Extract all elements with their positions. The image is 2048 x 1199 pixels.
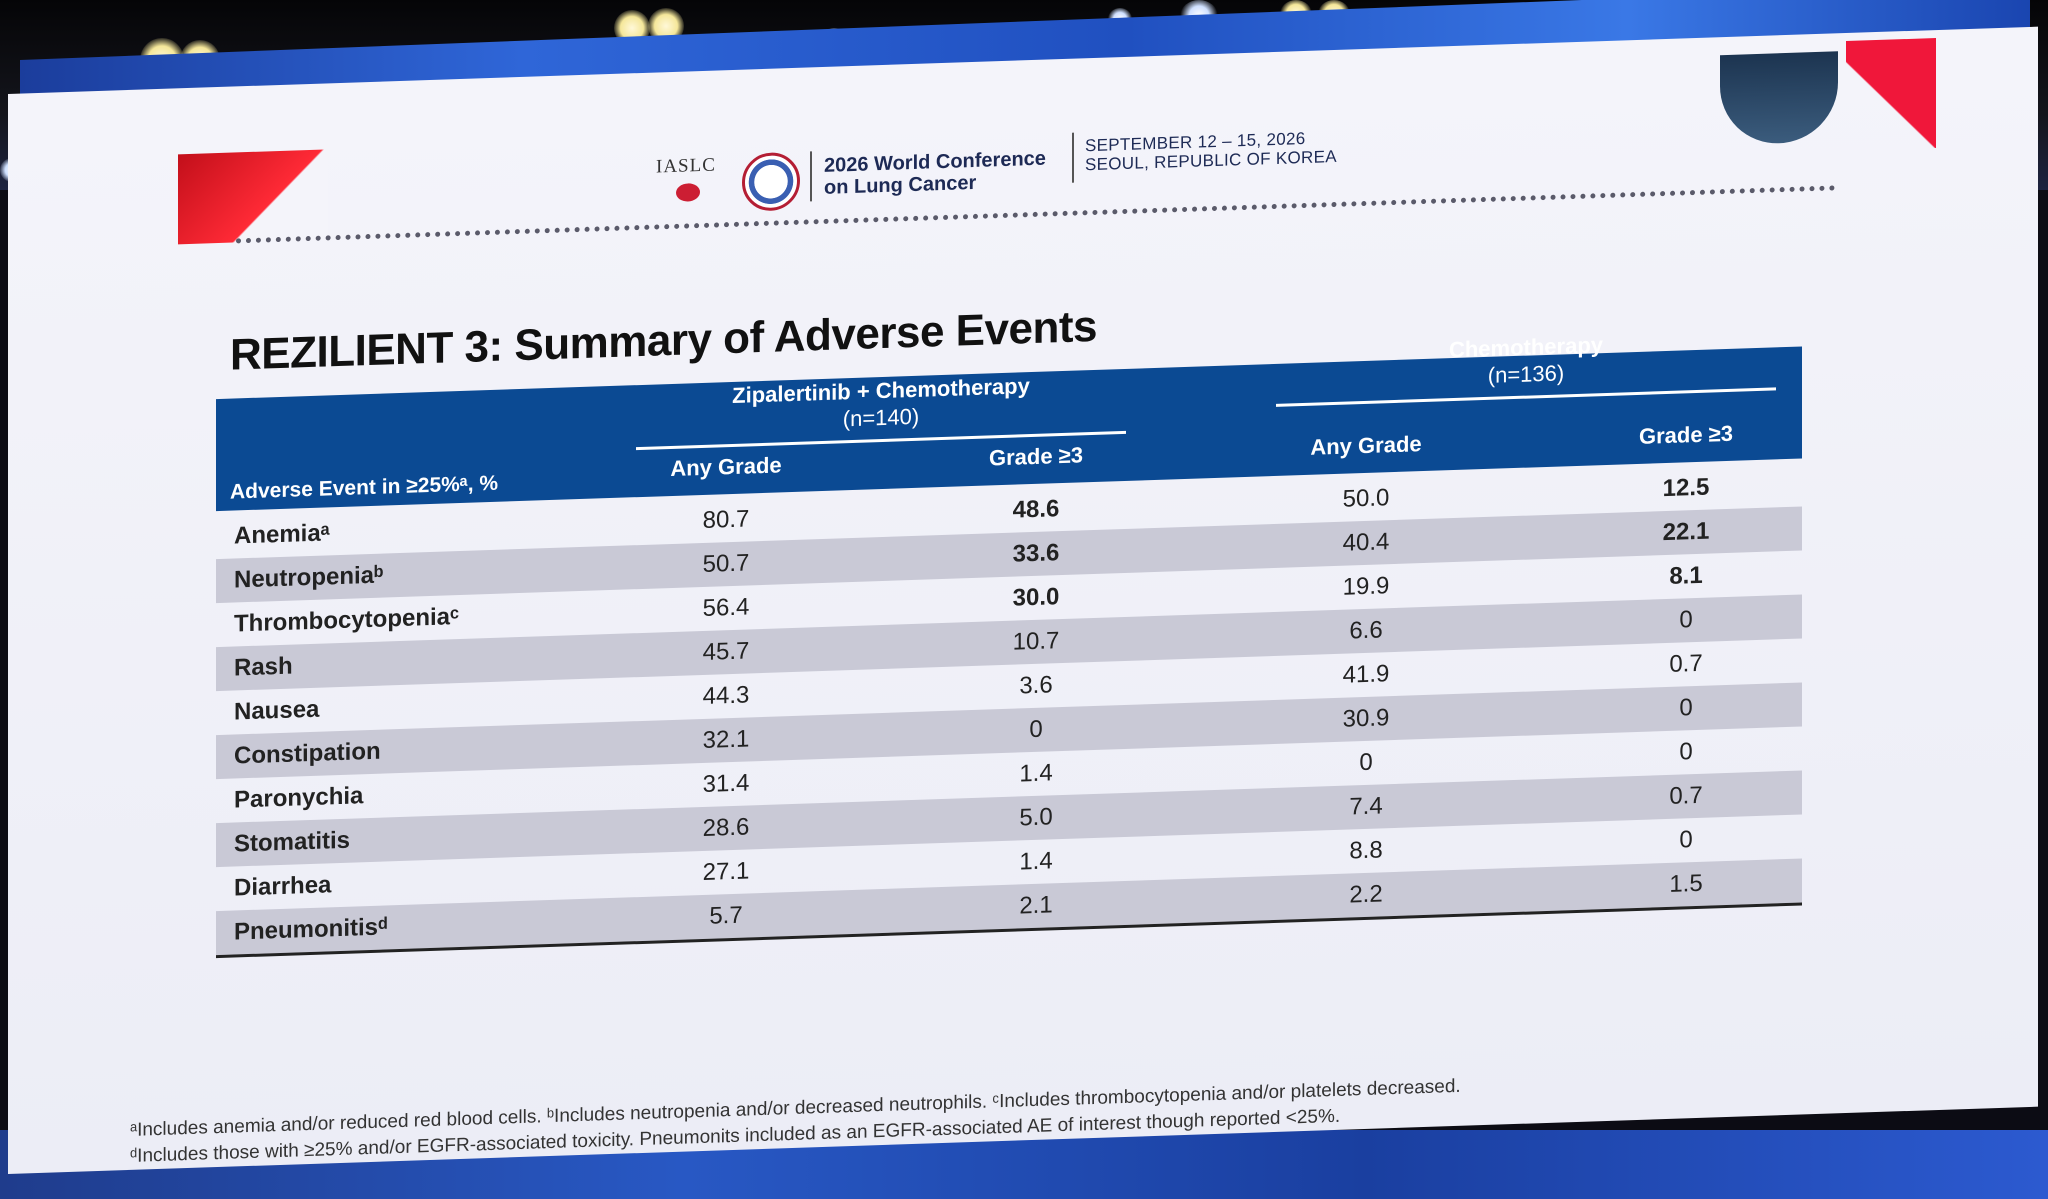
iaslc-logo-text: IASLC <box>656 154 716 178</box>
chemo-any-grade: 30.9 <box>1342 704 1390 733</box>
event-name: Diarrhea <box>234 871 332 902</box>
chemo-any-grade: 41.9 <box>1342 660 1390 689</box>
chemo-grade-3: 0 <box>1679 694 1693 722</box>
event-name: Nausea <box>234 695 320 726</box>
chemo-grade-3: 0 <box>1679 738 1693 766</box>
zc-any-grade: 27.1 <box>702 857 750 886</box>
event-name: Neutropeniaᵇ <box>234 561 384 594</box>
city-photo-corner <box>1720 51 1838 146</box>
chemo-any-grade: 6.6 <box>1349 616 1383 645</box>
event-name: Pneumonitisᵈ <box>234 913 388 946</box>
zc-any-grade: 5.7 <box>709 901 743 930</box>
chemo-any-grade: 40.4 <box>1342 528 1390 557</box>
zc-grade-3: 3.6 <box>1019 671 1053 700</box>
chemo-any-grade: 0 <box>1359 748 1373 777</box>
chemo-grade-3: 22.1 <box>1662 517 1710 547</box>
zc-any-grade: 45.7 <box>702 637 750 666</box>
event-name: Constipation <box>234 737 381 770</box>
zc-any-grade: 80.7 <box>702 505 750 534</box>
conference-dates: SEPTEMBER 12 – 15, 2026 SEOUL, REPUBLIC … <box>1085 128 1337 174</box>
zc-any-grade: 56.4 <box>702 593 750 622</box>
chemo-any-grade: 7.4 <box>1349 792 1383 821</box>
chemo-grade-3: 12.5 <box>1662 473 1710 503</box>
chemo-grade-3: 0.7 <box>1669 781 1703 810</box>
event-name: Rash <box>234 652 293 682</box>
slide-title: REZILIENT 3: Summary of Adverse Events <box>230 301 1097 380</box>
zc-any-grade: 32.1 <box>702 725 750 754</box>
header-divider <box>1072 132 1074 183</box>
chemo-grade-3: 0.7 <box>1669 649 1703 678</box>
zc-grade-3: 0 <box>1029 715 1043 744</box>
zc-any-grade: 28.6 <box>702 813 750 842</box>
event-name: Stomatitis <box>234 826 351 858</box>
zc-grade-3: 1.4 <box>1019 759 1053 788</box>
zc-grade-3: 30.0 <box>1012 583 1060 612</box>
conference-seal-icon <box>742 151 800 212</box>
chemo-any-grade: 50.0 <box>1342 484 1390 513</box>
event-name: Paronychia <box>234 782 364 814</box>
city-image-corner <box>178 149 328 245</box>
header-divider <box>810 151 812 202</box>
header-dotted-rule <box>236 185 1836 244</box>
zc-grade-3: 1.4 <box>1019 847 1053 876</box>
chemo-any-grade: 2.2 <box>1349 880 1383 909</box>
zc-grade-3: 5.0 <box>1019 803 1053 832</box>
chemo-grade-3: 0 <box>1679 606 1693 634</box>
conference-name: 2026 World Conference on Lung Cancer <box>824 148 1046 199</box>
chemo-grade-3: 8.1 <box>1669 561 1703 590</box>
zc-grade-3: 33.6 <box>1012 539 1060 568</box>
chemo-grade-3: 0 <box>1679 826 1693 854</box>
iaslc-lung-icon <box>676 183 700 202</box>
presentation-slide: IASLC 2026 World Conference on Lung Canc… <box>8 26 2038 1175</box>
event-name: Anemiaᵃ <box>234 519 330 550</box>
event-name: Thrombocytopeniaᶜ <box>234 603 460 638</box>
zc-grade-3: 48.6 <box>1012 495 1060 524</box>
zc-grade-3: 10.7 <box>1012 627 1060 656</box>
zc-any-grade: 44.3 <box>702 681 750 710</box>
chemo-any-grade: 8.8 <box>1349 836 1383 865</box>
zc-any-grade: 31.4 <box>702 769 750 798</box>
chemo-grade-3: 1.5 <box>1669 869 1703 898</box>
zc-grade-3: 2.1 <box>1019 891 1053 920</box>
chemo-any-grade: 19.9 <box>1342 572 1390 601</box>
red-corner-graphic <box>1846 38 1936 152</box>
zc-any-grade: 50.7 <box>702 549 750 578</box>
